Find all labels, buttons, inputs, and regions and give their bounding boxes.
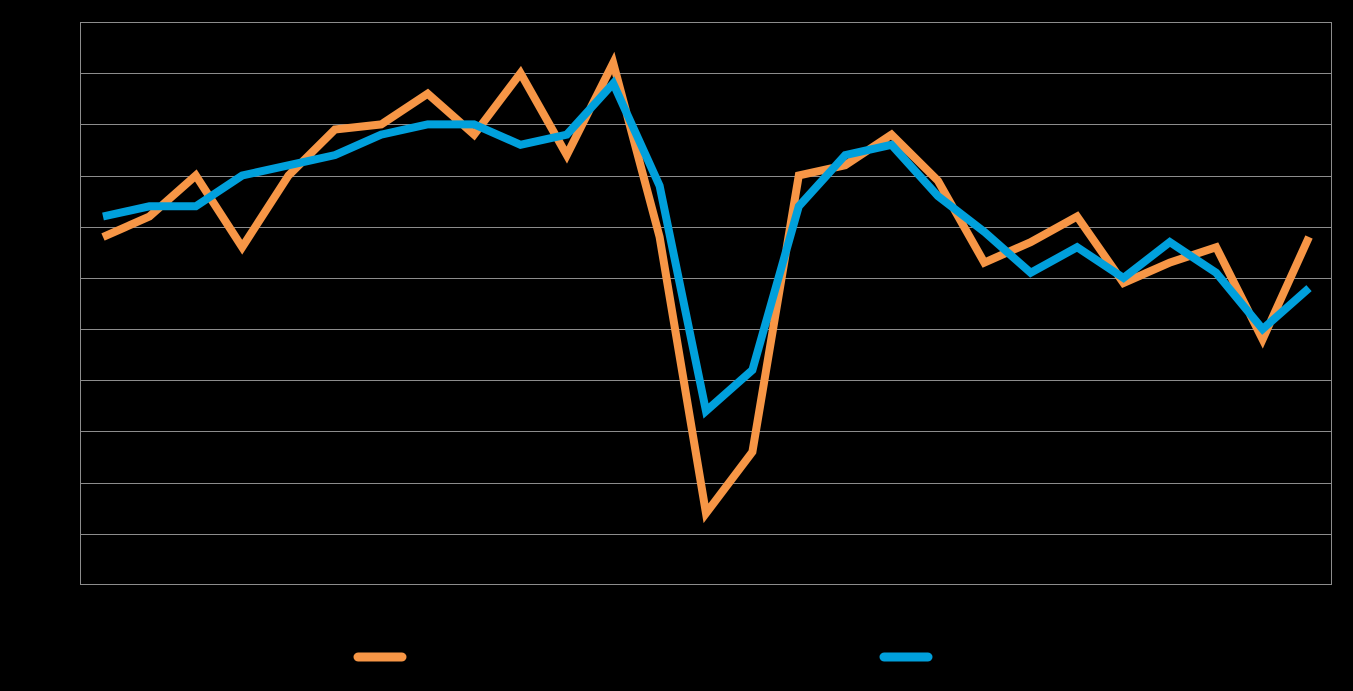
gridlines — [80, 73, 1332, 535]
series-line-2 — [102, 76, 1312, 419]
series-line-1 — [101, 51, 1313, 524]
series-lines — [101, 51, 1313, 524]
plot-area-border — [80, 22, 1332, 585]
